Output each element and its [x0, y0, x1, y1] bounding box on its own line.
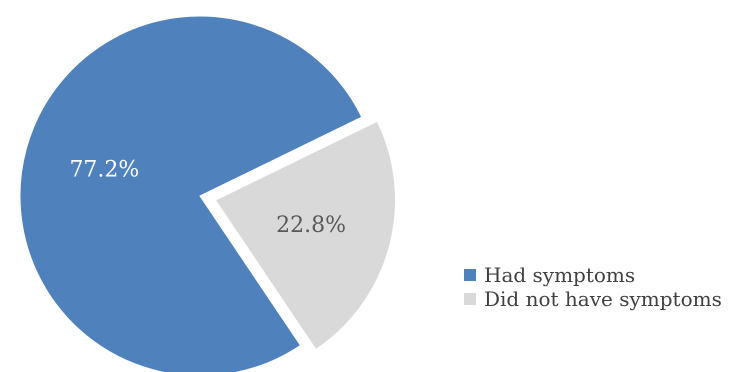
legend-item-had-symptoms[interactable]: Had symptoms	[464, 263, 722, 287]
slice-label-had-symptoms: 77.2%	[69, 157, 139, 182]
legend-label-did-not-have-symptoms: Did not have symptoms	[484, 287, 722, 311]
slice-label-did-not-have-symptoms: 22.8%	[276, 213, 346, 238]
chart-legend: Had symptoms Did not have symptoms	[464, 263, 722, 311]
pie-slice-had-symptoms[interactable]	[19, 15, 363, 372]
legend-swatch-did-not-have-symptoms	[464, 293, 476, 305]
legend-swatch-had-symptoms	[464, 269, 476, 281]
legend-label-had-symptoms: Had symptoms	[484, 263, 636, 287]
pie-slice-did-not-have-symptoms[interactable]	[214, 120, 396, 351]
legend-item-did-not-have-symptoms[interactable]: Did not have symptoms	[464, 287, 722, 311]
